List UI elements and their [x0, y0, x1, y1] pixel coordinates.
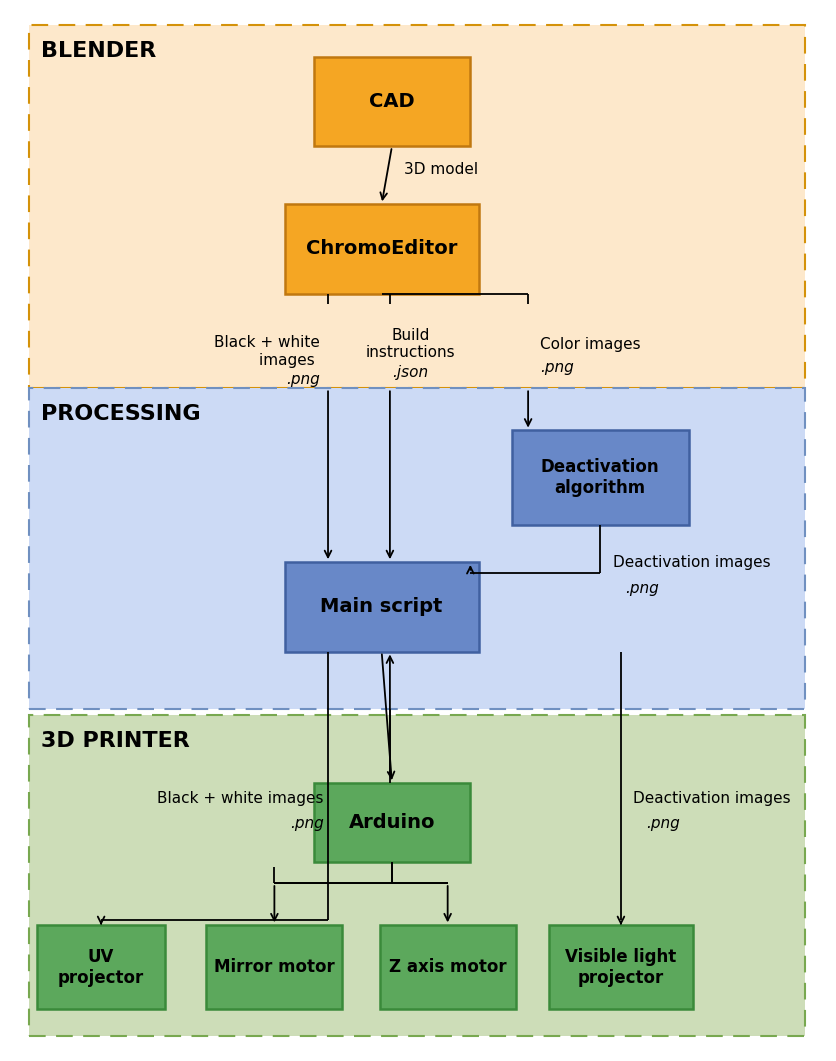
FancyBboxPatch shape — [37, 925, 165, 1009]
Text: CAD: CAD — [369, 92, 415, 111]
Text: BLENDER: BLENDER — [41, 41, 156, 62]
Text: .png: .png — [290, 816, 324, 831]
FancyBboxPatch shape — [284, 204, 478, 294]
Text: PROCESSING: PROCESSING — [41, 404, 201, 424]
FancyBboxPatch shape — [511, 431, 688, 525]
FancyBboxPatch shape — [284, 562, 478, 651]
FancyBboxPatch shape — [206, 925, 342, 1009]
Text: Main script: Main script — [320, 597, 442, 616]
Text: Mirror motor: Mirror motor — [214, 958, 334, 976]
FancyBboxPatch shape — [29, 715, 803, 1036]
Text: Build
instructions: Build instructions — [365, 328, 455, 361]
FancyBboxPatch shape — [548, 925, 692, 1009]
Text: Black + white
images: Black + white images — [214, 335, 319, 368]
Text: .png: .png — [645, 816, 679, 831]
FancyBboxPatch shape — [380, 925, 515, 1009]
Text: Visible light
projector: Visible light projector — [564, 947, 675, 987]
FancyBboxPatch shape — [314, 57, 470, 146]
Text: UV
projector: UV projector — [58, 947, 144, 987]
Text: .json: .json — [392, 365, 428, 380]
Text: Color images: Color images — [540, 336, 640, 351]
Text: Deactivation images: Deactivation images — [612, 555, 769, 570]
Text: Arduino: Arduino — [349, 813, 435, 832]
FancyBboxPatch shape — [29, 388, 803, 710]
Text: Deactivation images: Deactivation images — [633, 792, 790, 806]
Text: ChromoEditor: ChromoEditor — [306, 240, 456, 259]
Text: .png: .png — [286, 372, 319, 387]
FancyBboxPatch shape — [29, 25, 803, 388]
Text: .png: .png — [624, 580, 658, 596]
Text: 3D PRINTER: 3D PRINTER — [41, 731, 190, 750]
Text: Z axis motor: Z axis motor — [389, 958, 506, 976]
Text: .png: .png — [540, 360, 573, 375]
FancyBboxPatch shape — [314, 783, 470, 863]
Text: Black + white images: Black + white images — [157, 792, 324, 806]
Text: Deactivation
algorithm: Deactivation algorithm — [540, 458, 659, 498]
Text: 3D model: 3D model — [404, 162, 478, 177]
